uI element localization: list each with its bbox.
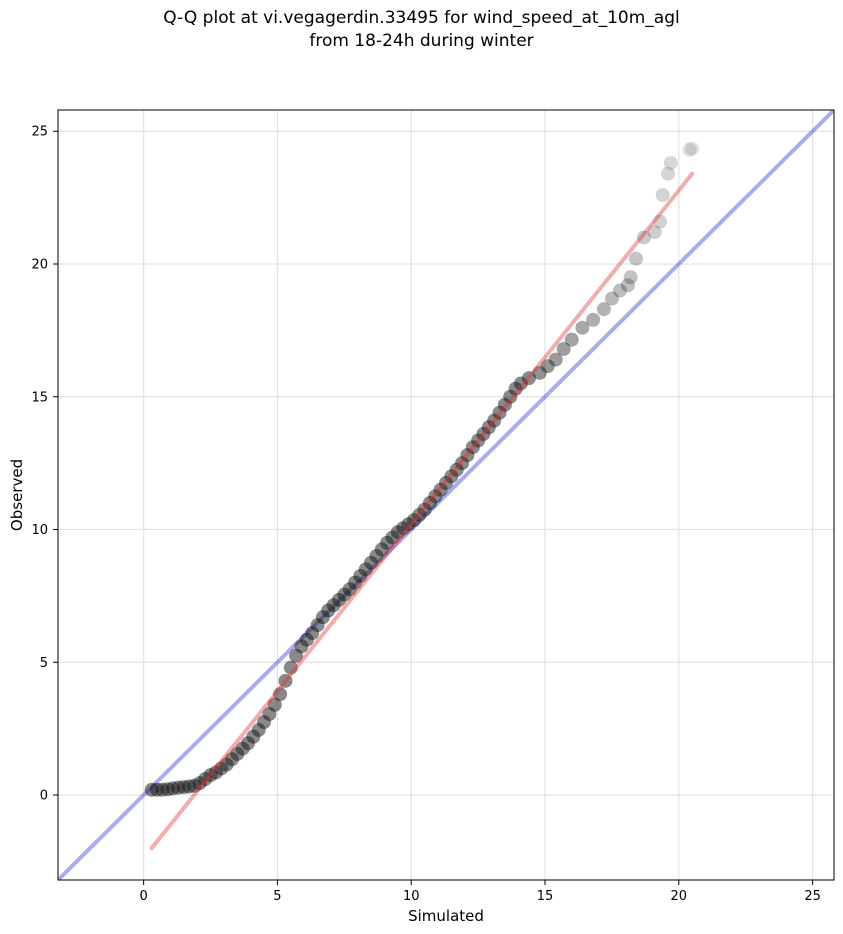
axis-ticks: 0 5 10 15 20 25 0 5 10 15 20 25	[31, 125, 820, 904]
chart-subtitle: from 18-24h during winter	[309, 31, 534, 51]
quantile-point	[513, 376, 528, 391]
x-tick-label: 10	[403, 889, 420, 904]
y-tick-label: 0	[40, 789, 48, 804]
quantile-point	[604, 291, 619, 306]
quantile-point	[278, 673, 293, 688]
quantile-points	[144, 141, 700, 797]
quantile-point	[661, 166, 676, 181]
reference-line	[58, 110, 834, 880]
quantile-point	[647, 225, 662, 240]
quantile-point	[620, 278, 635, 293]
quantile-point	[596, 302, 611, 317]
quantile-point	[540, 359, 555, 374]
y-tick-label: 25	[31, 125, 48, 140]
quantile-point	[623, 270, 638, 285]
y-tick-label: 15	[31, 390, 48, 405]
grid	[58, 110, 834, 880]
quantile-point	[612, 283, 627, 298]
x-tick-label: 25	[804, 889, 821, 904]
x-tick-label: 15	[537, 889, 554, 904]
quantile-point	[655, 187, 670, 202]
x-tick-label: 20	[671, 889, 688, 904]
y-axis-label: Observed	[8, 459, 26, 531]
quantile-point	[663, 156, 678, 171]
quantile-point	[521, 371, 536, 386]
plot-frame	[57, 109, 835, 881]
x-tick-label: 5	[273, 889, 281, 904]
y-tick-label: 20	[31, 258, 48, 273]
chart-title: Q-Q plot at vi.vegagerdin.33495 for wind…	[163, 8, 680, 28]
y-tick-label: 5	[40, 656, 48, 671]
quantile-point	[267, 697, 282, 712]
quantile-point	[283, 660, 298, 675]
quantile-point	[586, 312, 601, 327]
plot-area	[58, 110, 834, 880]
quantile-point	[653, 214, 668, 229]
x-tick-label: 0	[139, 889, 147, 904]
y-tick-label: 10	[31, 523, 48, 538]
quantile-point	[564, 332, 579, 347]
x-axis-label: Simulated	[408, 907, 484, 925]
quantile-point	[575, 320, 590, 335]
quantile-point	[628, 251, 643, 266]
quantile-point	[273, 687, 288, 702]
quantile-point	[556, 341, 571, 356]
quantile-point	[548, 352, 563, 367]
quantile-point	[532, 365, 547, 380]
fit-line	[149, 171, 695, 851]
quantile-point	[685, 141, 700, 156]
quantile-point	[637, 230, 652, 245]
quantile-point	[682, 142, 697, 157]
